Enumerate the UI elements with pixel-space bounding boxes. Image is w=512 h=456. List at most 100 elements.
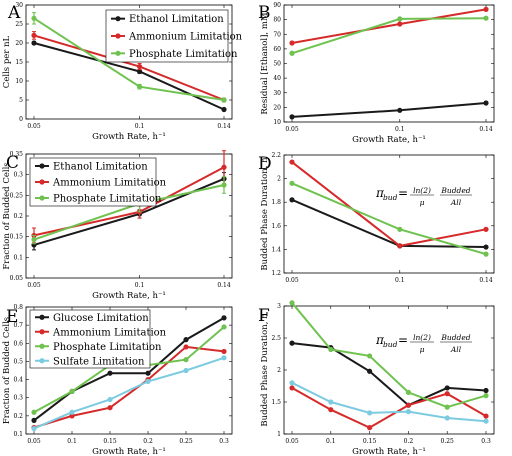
y-axis-label: Fraction of Budded Cells (2, 317, 12, 424)
data-point (221, 107, 226, 112)
data-point (221, 97, 226, 102)
panel-C: 0.05 0.1 0.15 0.2 0.25 0.3 0.35 0.05 0.1 0.14 Grow… (2, 151, 232, 301)
data-point (31, 33, 36, 38)
data-point (137, 84, 142, 89)
data-point (289, 159, 294, 164)
panel-A: 0 5 10 15 20 25 30 0.05 0.1 0.14 Growth Rate, h⁻¹ C… (2, 2, 243, 142)
x-tick-label: 0.3 (481, 438, 491, 445)
series-line (292, 103, 486, 117)
data-point (183, 357, 188, 362)
x-axis-label: Growth Rate, h⁻¹ (352, 135, 426, 145)
y-axis-label: Residual [Ethanol], mM (260, 12, 270, 114)
y-tick-label: 90 (273, 2, 281, 9)
equation-equals: = (398, 333, 408, 347)
y-tick-label: 80 (273, 17, 281, 24)
equation-numerator: Budded (440, 186, 470, 195)
data-point (445, 391, 450, 396)
data-point (445, 405, 450, 410)
equation-subscript: bud (383, 193, 398, 202)
data-point (289, 385, 294, 390)
legend-marker (39, 163, 44, 168)
data-point (483, 244, 488, 249)
data-point (367, 425, 372, 430)
x-tick-label: 0.1 (395, 277, 405, 284)
equation-denominator: μ (420, 345, 425, 354)
y-tick-label: 20 (15, 40, 23, 47)
panel-F: 1 1.5 2 2.5 3 0.05 0.1 0.15 0.2 0.25 0.3 Growth Rat… (258, 300, 494, 456)
data-point (483, 16, 488, 21)
x-tick-label: 0.15 (363, 438, 377, 445)
y-tick-label: 2.2 (271, 152, 281, 159)
legend-label: Ethanol Limitation (53, 162, 148, 173)
data-point (367, 410, 372, 415)
y-tick-label: 50 (273, 61, 281, 68)
data-point (483, 252, 488, 257)
data-point (483, 419, 488, 424)
panel-label: E (6, 307, 18, 327)
data-point (31, 410, 36, 415)
y-tick-label: 20 (273, 104, 281, 111)
y-tick-label: 1.2 (271, 270, 281, 277)
data-point (445, 415, 450, 420)
data-point (31, 40, 36, 45)
x-tick-label: 0.14 (217, 123, 231, 130)
data-point (397, 108, 402, 113)
data-point (397, 243, 402, 248)
data-point (31, 426, 36, 431)
data-point (221, 165, 226, 170)
y-tick-label: 0.05 (10, 275, 24, 282)
x-tick-label: 0.1 (326, 438, 336, 445)
series-line (292, 18, 486, 53)
data-point (483, 227, 488, 232)
data-point (145, 379, 150, 384)
legend-label: Phosphate Limitation (53, 194, 162, 205)
data-point (31, 418, 36, 423)
data-point (289, 380, 294, 385)
y-tick-label: 0.3 (13, 395, 23, 402)
y-tick-label: 40 (273, 75, 281, 82)
data-point (367, 369, 372, 374)
y-tick-label: 15 (15, 59, 23, 66)
data-point (69, 389, 74, 394)
series-line (292, 9, 486, 43)
x-axis-label: Growth Rate, h⁻¹ (352, 447, 426, 456)
x-tick-label: 0.1 (395, 126, 405, 133)
x-tick-label: 0.14 (479, 126, 493, 133)
data-point (483, 7, 488, 12)
panel-label: B (258, 3, 271, 23)
x-tick-label: 0.05 (285, 126, 299, 133)
legend-label: Sulfate Limitation (53, 356, 145, 367)
data-point (221, 355, 226, 360)
data-point (137, 64, 142, 69)
data-point (406, 390, 411, 395)
data-point (328, 407, 333, 412)
x-tick-label: 0.05 (27, 282, 41, 289)
data-point (397, 21, 402, 26)
data-point (367, 353, 372, 358)
x-tick-label: 0.2 (404, 438, 414, 445)
data-point (221, 182, 226, 187)
x-tick-label: 0.25 (441, 438, 455, 445)
y-tick-label: 1.4 (271, 246, 281, 253)
x-axis-label: Growth Rate, h⁻¹ (92, 291, 166, 301)
data-point (107, 405, 112, 410)
data-point (289, 40, 294, 45)
y-tick-label: 0.2 (13, 213, 23, 220)
data-point (328, 399, 333, 404)
x-tick-label: 0.1 (135, 282, 145, 289)
x-tick-label: 0.1 (67, 438, 77, 445)
x-tick-label: 0.2 (143, 438, 153, 445)
data-point (289, 300, 294, 305)
panel-D: 1.2 1.4 1.6 1.8 2 2.2 0.05 0.1 0.14 Budded Phase … (258, 152, 494, 284)
y-tick-label: 3 (277, 303, 281, 310)
legend-label: Glucose Limitation (53, 313, 149, 324)
legend-label: Ethanol Limitation (129, 14, 224, 25)
equation-denominator: All (450, 198, 462, 207)
x-tick-label: 0.05 (285, 277, 299, 284)
data-point (328, 347, 333, 352)
legend-marker (39, 179, 44, 184)
legend-marker (115, 51, 120, 56)
data-point (483, 413, 488, 418)
legend-marker (39, 358, 44, 363)
legend-marker (39, 329, 44, 334)
